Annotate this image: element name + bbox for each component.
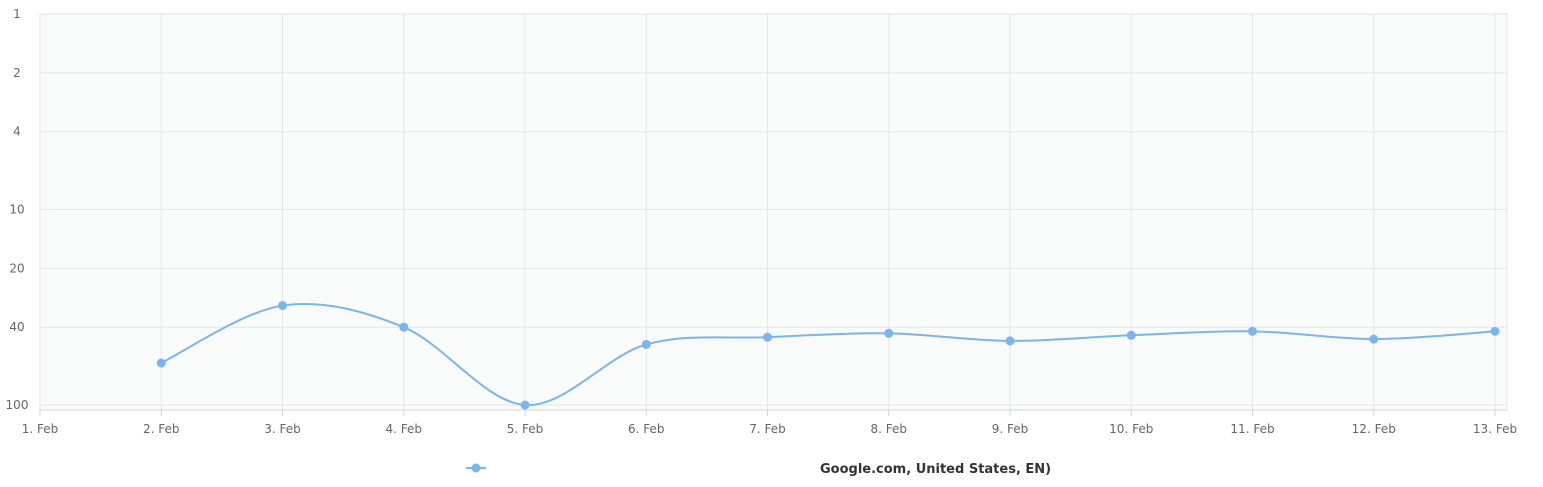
x-axis-ticks: 1. Feb 2. Feb 3. Feb 4. Feb 5. Feb 6. Feb 7. F… bbox=[22, 410, 1517, 436]
plot-area bbox=[40, 13, 1507, 410]
legend-marker-icon[interactable] bbox=[471, 463, 481, 473]
x-tick-label: 4. Feb bbox=[385, 422, 422, 436]
series-line[interactable] bbox=[160, 302, 1496, 407]
data-point[interactable] bbox=[1369, 334, 1379, 344]
y-tick-label: 2 bbox=[13, 66, 21, 80]
data-point[interactable] bbox=[156, 358, 166, 368]
y-tick-label: 4 bbox=[13, 125, 21, 139]
y-axis-ticks: 1 2 4 10 20 40 100 bbox=[6, 7, 29, 412]
x-tick-label: 6. Feb bbox=[628, 422, 665, 436]
x-tick-label: 13. Feb bbox=[1473, 422, 1517, 436]
data-point[interactable] bbox=[520, 400, 530, 410]
x-tick-label: 12. Feb bbox=[1352, 422, 1396, 436]
data-point[interactable] bbox=[641, 339, 651, 349]
x-tick-label: 10. Feb bbox=[1109, 422, 1153, 436]
data-point[interactable] bbox=[884, 328, 894, 338]
y-tick-label: 40 bbox=[9, 320, 24, 334]
x-tick-label: 7. Feb bbox=[749, 422, 786, 436]
grid-lines bbox=[39, 13, 1508, 410]
data-point[interactable] bbox=[1248, 326, 1257, 336]
y-tick-label: 20 bbox=[9, 261, 24, 275]
data-point[interactable] bbox=[763, 332, 772, 342]
data-point[interactable] bbox=[1490, 326, 1500, 336]
y-tick-label: 10 bbox=[9, 203, 24, 217]
data-point[interactable] bbox=[399, 322, 409, 332]
legend-label[interactable]: Google.com, United States, EN) bbox=[820, 462, 1051, 477]
x-tick-label: 11. Feb bbox=[1230, 422, 1274, 436]
x-tick-label: 2. Feb bbox=[143, 422, 180, 436]
x-tick-label: 1. Feb bbox=[22, 422, 59, 436]
x-tick-label: 9. Feb bbox=[992, 422, 1029, 436]
y-tick-label: 1 bbox=[13, 7, 21, 21]
data-point[interactable] bbox=[1005, 336, 1015, 346]
x-tick-label: 5. Feb bbox=[507, 422, 544, 436]
x-tick-label: 3. Feb bbox=[264, 422, 301, 436]
data-point[interactable] bbox=[278, 301, 287, 311]
y-tick-label: 100 bbox=[6, 398, 29, 412]
series-markers[interactable] bbox=[156, 301, 1500, 410]
data-point[interactable] bbox=[1126, 330, 1136, 340]
x-tick-label: 8. Feb bbox=[870, 422, 907, 436]
legend[interactable]: Google.com, United States, EN) bbox=[466, 462, 1051, 477]
